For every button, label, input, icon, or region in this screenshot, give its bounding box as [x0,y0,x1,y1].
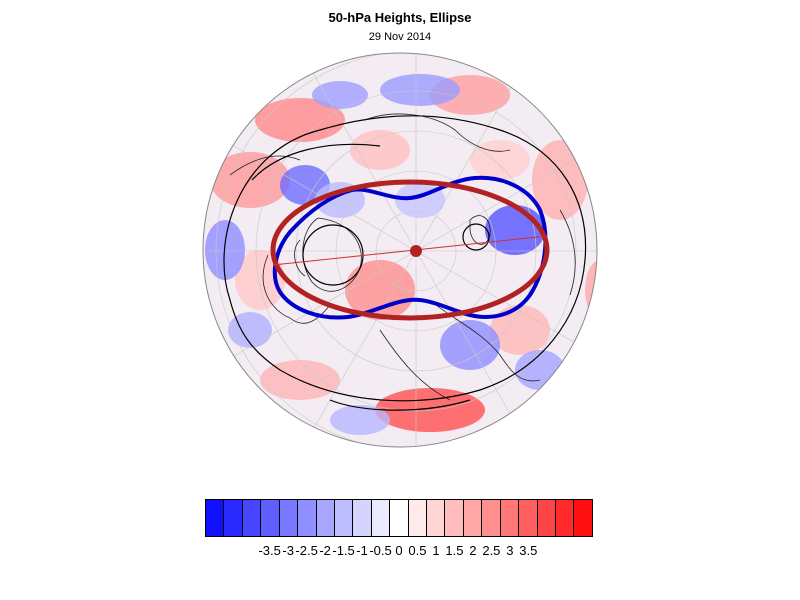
graticule [203,53,597,447]
anomaly-patch [375,388,485,432]
colorbar-swatch [242,500,262,536]
colorbar-tick-label: 3 [506,543,514,558]
colorbar-swatch [353,500,372,536]
ellipse-center-marker [410,245,422,257]
anomaly-patch [255,98,345,142]
colorbar-tick-label: -2.5 [295,543,318,558]
colorbar-swatch [519,500,538,536]
colorbar-tick-label: -3 [282,543,294,558]
anomaly-patch [350,130,410,170]
coastlines [229,113,576,401]
meridian-line [415,120,597,252]
anomaly-patch [585,260,597,320]
colorbar-swatch [537,500,557,536]
colorbar-tick-labels: -3.5 -3 -2.5 -2 -1.5 -1 -0.5 0 0.5 1 1.5 2 2.5 3 3.5 [205,543,593,559]
colorbar-tick-label: 2.5 [482,543,501,558]
anomaly-patch [228,312,272,348]
colorbar-tick-label: 3.5 [519,543,538,558]
colorbar-tick-label: 2 [469,543,477,558]
colorbar-swatch [427,500,446,536]
colorbar-swatch [482,500,501,536]
anomaly-patch [210,152,290,208]
anomaly-patch [345,260,415,320]
colorbar-tick-label: -0.5 [369,543,392,558]
colorbar-swatch [390,500,409,536]
anomaly-patch [515,350,565,390]
colorbar-tick-label: -1.5 [332,543,355,558]
colorbar-swatch [463,500,483,536]
colorbar-swatch [261,500,280,536]
anomaly-colorbar [205,499,593,537]
colorbar-tick-label: 1.5 [445,543,464,558]
colorbar-swatch [334,500,354,536]
colorbar-swatch [445,500,464,536]
anomaly-patch [470,140,530,180]
colorbar-tick-label: 0.5 [408,543,427,558]
map-outline [202,52,598,448]
meridian-line [415,250,597,382]
colorbar-swatch [574,500,592,536]
anomaly-patch [330,405,390,435]
fitted-ellipse [270,179,550,321]
anomaly-patch [380,74,460,106]
colorbar-swatch [206,500,225,536]
colorbar-tick-label: 1 [432,543,440,558]
colorbar-swatch [224,500,243,536]
colorbar-tick-label: 0 [395,543,403,558]
anomaly-patch [490,305,550,355]
colorbar-tick-label: -1 [356,543,368,558]
map-date: 29 Nov 2014 [368,31,432,43]
anomaly-patch [235,250,285,310]
colorbar-swatch [279,500,299,536]
anomaly-patch [312,81,368,109]
blue-height-contour [272,175,548,320]
height-contours-black [223,115,587,411]
colorbar-swatch [500,500,520,536]
colorbar-tick-label: -2 [319,543,331,558]
colorbar-swatch [408,500,428,536]
colorbar-swatch [298,500,317,536]
ellipse-major-axis [272,235,548,266]
colorbar-swatch [316,500,335,536]
map-title: 50-hPa Heights, Ellipse [328,10,472,25]
colorbar-swatch [556,500,575,536]
colorbar-tick-label: -3.5 [258,543,281,558]
colorbar-swatch [371,500,391,536]
